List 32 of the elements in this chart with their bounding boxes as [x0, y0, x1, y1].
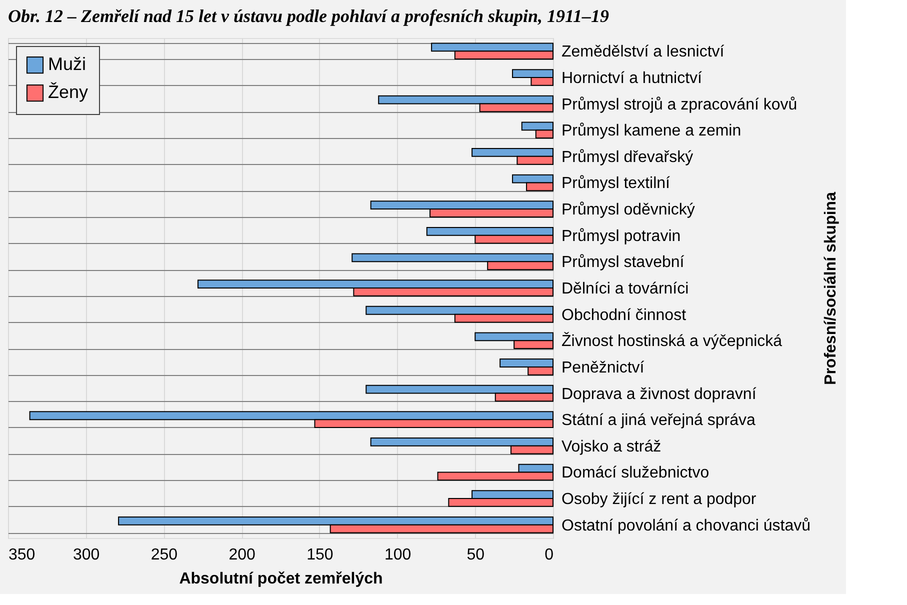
y-tick-label: Průmysl dřevařský — [562, 148, 694, 166]
y-tick-label: Dělníci a továrníci — [562, 280, 689, 298]
x-tick-label: 100 — [384, 546, 412, 564]
y-tick-label: Průmysl oděvnický — [562, 202, 695, 219]
y-tick-label: Vojsko a stráž — [562, 438, 662, 456]
y-tick-label: Živnost hostinská a výčepnická — [562, 332, 782, 350]
y-axis-title: Profesní/sociální skupina — [822, 192, 840, 385]
x-tick-label: 50 — [466, 546, 485, 564]
y-tick-label: Peněžnictví — [562, 359, 645, 376]
x-tick-label: 350 — [8, 546, 36, 564]
y-tick-label: Průmysl kamene a zemin — [562, 122, 742, 140]
x-tick-label: 250 — [150, 546, 178, 564]
x-tick-label: 150 — [306, 546, 334, 564]
x-tick-label: 300 — [73, 546, 100, 564]
y-tick-label: Domácí služebnictvo — [562, 464, 710, 482]
y-tick-label: Průmysl textilní — [562, 175, 671, 192]
y-tick-label: Průmysl strojů a zpracování kovů — [562, 96, 798, 114]
y-tick-label: Průmysl stavební — [562, 254, 685, 272]
chart-title: Obr. 12 – Zemřelí nad 15 let v ústavu podle pohlaví a profesních skupin, 1911–19 — [8, 6, 610, 26]
y-tick-label: Zemědělství a lesnictví — [562, 44, 725, 61]
y-tick-label: Průmysl potravin — [562, 228, 681, 245]
legend-label: Muži — [48, 54, 86, 74]
y-tick-label: Doprava a živnost dopravní — [562, 386, 757, 403]
x-tick-label: 0 — [544, 546, 554, 564]
y-tick-label: Státní a jiná veřejná správa — [562, 412, 756, 430]
x-tick-label: 200 — [228, 546, 256, 564]
x-axis-title: Absolutní počet zemřelých — [179, 570, 383, 588]
y-tick-label: Osoby žijící z rent a podpor — [562, 491, 757, 508]
y-tick-label: Hornictví a hutnictví — [562, 70, 703, 87]
y-tick-label: Ostatní povolání a chovanci ústavů — [562, 517, 811, 534]
legend-label: Ženy — [48, 82, 88, 102]
y-tick-label: Obchodní činnost — [562, 306, 687, 324]
